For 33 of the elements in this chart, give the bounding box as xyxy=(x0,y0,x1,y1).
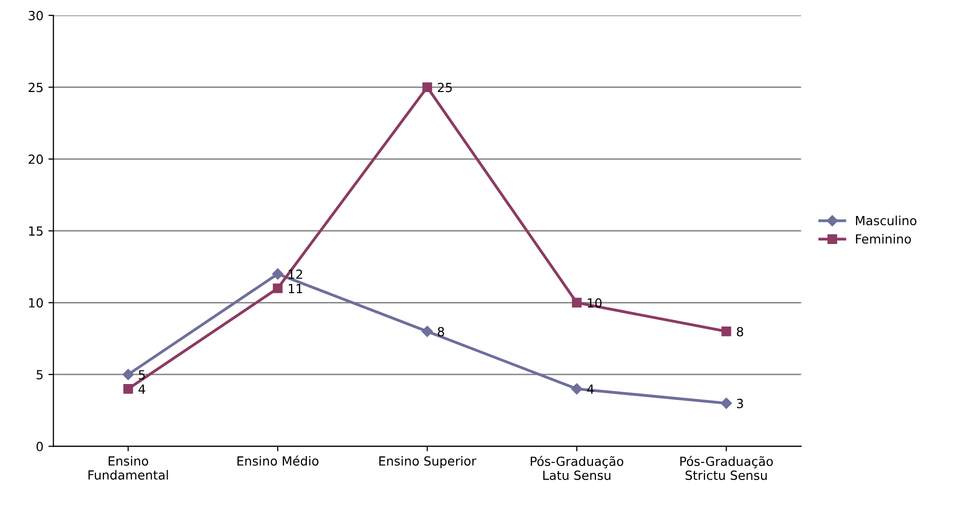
y-tick-label: 5 xyxy=(36,370,43,380)
point xyxy=(272,268,284,280)
x-tick-label: Ensino Fundamental xyxy=(88,456,168,480)
point xyxy=(571,383,582,394)
point xyxy=(123,384,134,394)
point xyxy=(721,326,732,336)
data-label: 11 xyxy=(288,284,302,294)
data-label: 3 xyxy=(736,398,743,408)
x-tick-label: Ensino Superior xyxy=(379,456,476,468)
data-label: 5 xyxy=(138,370,145,380)
data-label: 4 xyxy=(138,384,146,394)
legend-label: Masculino xyxy=(856,216,916,226)
legend-label: Feminino xyxy=(856,234,911,244)
point xyxy=(272,283,283,294)
y-tick-label: 0 xyxy=(36,442,43,452)
point xyxy=(422,82,432,92)
point xyxy=(122,368,134,380)
data-label: 8 xyxy=(438,326,444,336)
x-tick-label: Pós-Graduação Strictu Sensu xyxy=(680,456,773,480)
point xyxy=(422,326,433,338)
data-label: 25 xyxy=(438,82,452,92)
data-label: 8 xyxy=(736,326,744,336)
x-tick-label: Ensino Médio xyxy=(237,456,318,466)
y-tick-label: 10 xyxy=(29,298,43,308)
y-tick-label: 30 xyxy=(28,10,43,20)
y-tick-label: 25 xyxy=(28,82,43,92)
point xyxy=(572,298,582,308)
data-label: 10 xyxy=(588,298,602,308)
x-tick-label: Pós-Graduação Latu Sensu xyxy=(530,456,624,480)
y-tick-label: 15 xyxy=(29,226,43,236)
y-tick-label: 20 xyxy=(28,154,43,164)
point xyxy=(720,398,732,409)
data-label: 12 xyxy=(288,270,302,279)
